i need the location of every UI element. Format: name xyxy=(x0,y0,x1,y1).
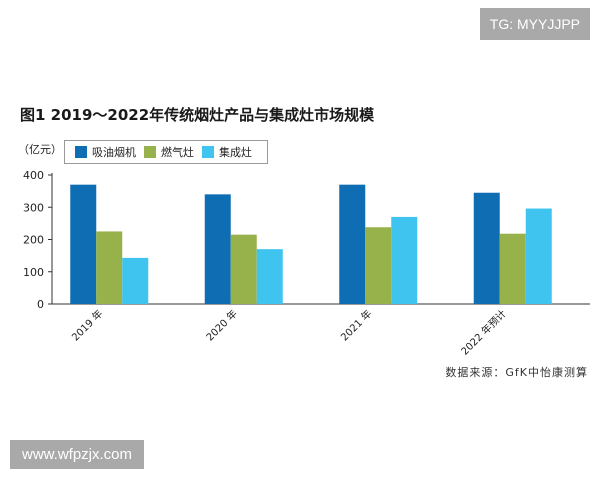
y-tick-label: 300 xyxy=(23,201,44,214)
bar-1-1 xyxy=(70,184,97,304)
bar-3-3 xyxy=(391,216,418,304)
legend-item-integrated-stove: 集成灶 xyxy=(202,144,252,160)
bar-2-1 xyxy=(96,231,123,304)
y-tick-label: 400 xyxy=(23,169,44,182)
bar-3-1 xyxy=(122,257,149,304)
bar-2-4 xyxy=(499,233,526,304)
bar-1-2 xyxy=(204,194,231,304)
x-category-label: 2021 年 xyxy=(338,307,375,344)
legend-item-range-hood: 吸油烟机 xyxy=(75,144,136,160)
y-tick-label: 0 xyxy=(37,298,44,311)
chart-title: 图1 2019～2022年传统烟灶产品与集成灶市场规模 xyxy=(20,106,375,124)
chart-legend: 吸油烟机 燃气灶 集成灶 xyxy=(64,140,268,164)
legend-label-range-hood: 吸油烟机 xyxy=(92,146,136,159)
bar-3-4 xyxy=(525,208,552,304)
legend-item-gas-stove: 燃气灶 xyxy=(144,144,194,160)
legend-label-integrated-stove: 集成灶 xyxy=(219,146,252,159)
legend-swatch-range-hood xyxy=(75,146,87,158)
x-category-label: 2022 年预计 xyxy=(458,307,509,358)
legend-swatch-integrated-stove xyxy=(202,146,214,158)
bar-1-4 xyxy=(473,192,500,304)
x-category-label: 2019 年 xyxy=(69,307,106,344)
legend-label-gas-stove: 燃气灶 xyxy=(161,146,194,159)
bar-2-2 xyxy=(230,234,257,304)
x-category-label: 2020 年 xyxy=(203,307,240,344)
data-source-note: 数据来源：GfK中怡康测算 xyxy=(445,366,588,379)
source-badge: TG: MYYJJPP xyxy=(479,8,590,40)
website-watermark: www.wfpzjx.com xyxy=(10,440,145,469)
y-tick-label: 200 xyxy=(23,234,44,247)
legend-swatch-gas-stove xyxy=(144,146,156,158)
bar-2-3 xyxy=(365,227,392,304)
bar-1-3 xyxy=(339,184,366,304)
bar-3-2 xyxy=(256,249,283,304)
y-tick-label: 100 xyxy=(23,266,44,279)
y-axis-unit-label: （亿元） xyxy=(18,143,62,156)
